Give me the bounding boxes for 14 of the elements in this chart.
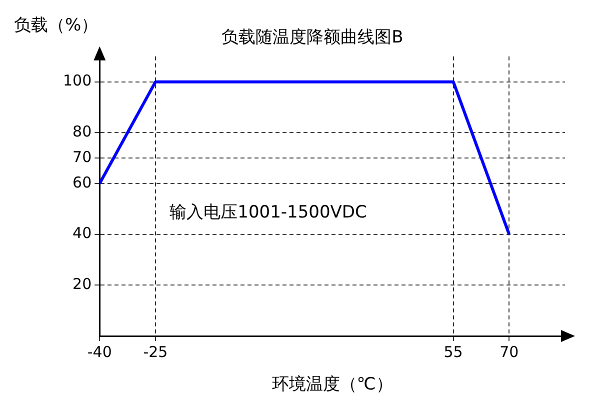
y-axis-title: 负载（%）: [14, 15, 98, 36]
x-tick-label: 55: [444, 342, 463, 361]
x-axis-title: 环境温度（℃）: [272, 374, 393, 394]
y-tick-label: 80: [72, 122, 92, 141]
chart-title: 负载随温度降额曲线图B: [222, 28, 404, 48]
y-tick-label: 20: [72, 275, 92, 294]
y-tick-label: 100: [62, 72, 92, 90]
y-tick-label: 60: [72, 173, 92, 192]
x-tick-label: 70: [500, 342, 519, 361]
annotation: 输入电压1001-1500VDC: [170, 202, 367, 222]
y-tick-label: 40: [72, 224, 92, 242]
x-tick-label: -25: [143, 342, 168, 361]
x-tick-label: -40: [87, 342, 112, 361]
y-tick-label: 70: [72, 148, 92, 166]
